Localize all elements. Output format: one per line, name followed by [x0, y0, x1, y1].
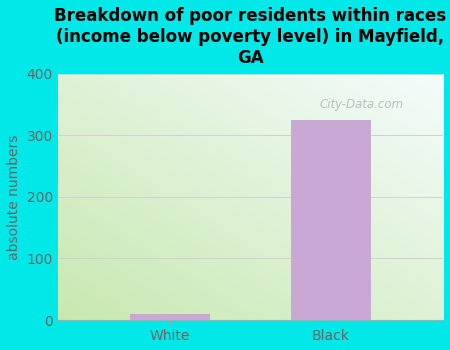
Y-axis label: absolute numbers: absolute numbers	[7, 134, 21, 260]
Title: Breakdown of poor residents within races
(income below poverty level) in Mayfiel: Breakdown of poor residents within races…	[54, 7, 446, 66]
Bar	[291, 120, 371, 320]
Text: City-Data.com: City-Data.com	[320, 98, 404, 111]
Bar	[130, 314, 210, 320]
